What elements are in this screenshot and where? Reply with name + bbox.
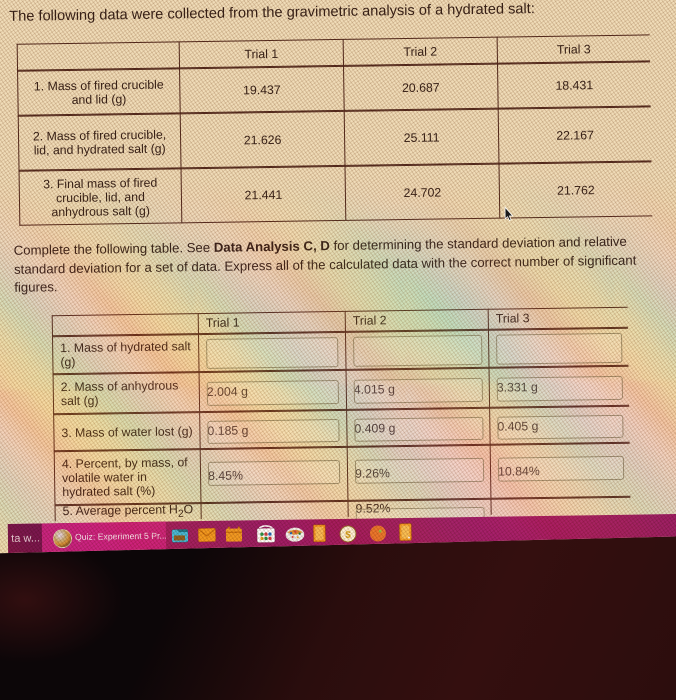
svg-text:$: $ (345, 530, 351, 541)
